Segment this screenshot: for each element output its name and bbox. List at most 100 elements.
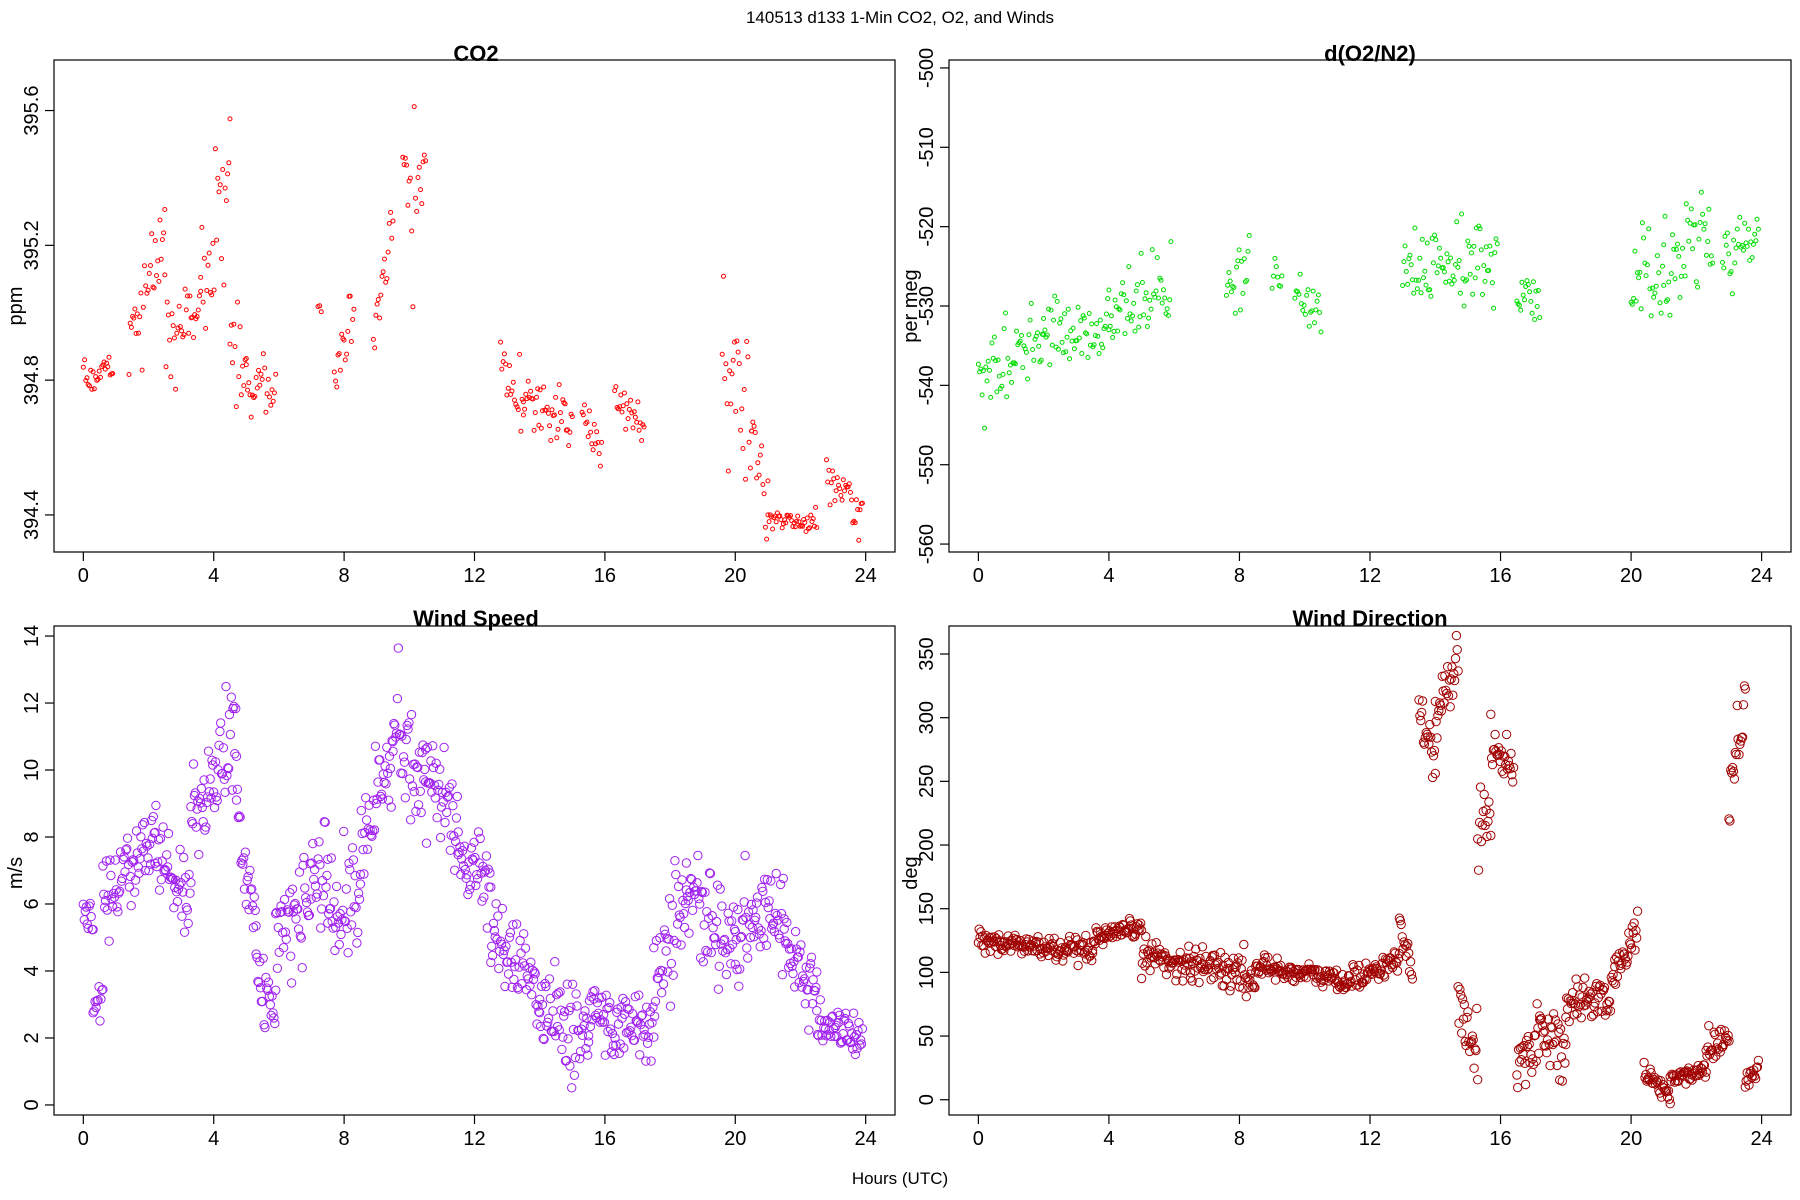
data-point (646, 1056, 656, 1066)
data-point (804, 515, 810, 521)
data-point (227, 785, 237, 795)
data-point (1036, 343, 1042, 349)
data-point (846, 481, 852, 487)
data-point (1051, 955, 1061, 965)
data-point (1490, 729, 1500, 740)
data-point (568, 411, 574, 417)
data-point (97, 985, 107, 995)
data-point (366, 830, 376, 840)
plot-frame (53, 59, 896, 553)
data-point (1486, 709, 1496, 719)
data-point (583, 1037, 594, 1047)
data-point (1250, 983, 1260, 993)
data-point (625, 416, 631, 422)
data-point (510, 379, 516, 385)
data-point (528, 388, 534, 394)
data-point (1167, 297, 1173, 303)
data-point (1686, 238, 1692, 244)
data-point (94, 377, 100, 383)
data-point (271, 985, 281, 995)
data-point (664, 934, 674, 944)
data-point (1171, 976, 1181, 986)
data-point (779, 924, 789, 934)
data-point (726, 959, 736, 969)
data-point (547, 423, 553, 429)
data-point (1117, 307, 1123, 313)
data-point (214, 237, 220, 243)
data-point (1524, 1039, 1534, 1050)
data-point (252, 394, 258, 399)
data-point (1477, 226, 1483, 232)
data-point (704, 868, 715, 878)
data-point (829, 1031, 839, 1042)
data-point (389, 235, 395, 241)
data-point (169, 903, 179, 913)
data-point (318, 309, 324, 315)
data-point (204, 787, 215, 797)
data-point (1158, 277, 1164, 283)
data-point (509, 974, 519, 985)
data-point (1703, 252, 1709, 258)
data-point (666, 958, 677, 969)
data-point (1524, 278, 1530, 284)
data-point (668, 970, 678, 980)
data-point (775, 879, 786, 890)
data-point (150, 284, 156, 290)
data-point (171, 887, 182, 897)
data-point (271, 907, 282, 918)
data-point (553, 394, 559, 400)
data-point (636, 427, 642, 433)
data-point (1096, 351, 1102, 356)
data-point (985, 358, 991, 364)
data-point (290, 898, 300, 909)
data-point (619, 1043, 629, 1053)
data-point (609, 1049, 619, 1060)
data-point (1464, 277, 1470, 283)
data-point (1649, 285, 1655, 291)
data-point (388, 209, 394, 215)
data-point (989, 340, 995, 346)
data-point (1435, 263, 1441, 269)
data-point (1017, 338, 1023, 344)
data-point (528, 974, 539, 985)
data-point (1606, 972, 1617, 983)
data-point (636, 1011, 647, 1021)
data-point (175, 844, 185, 855)
data-point (1116, 306, 1122, 312)
data-point (848, 1008, 859, 1018)
data-point (231, 703, 241, 714)
data-point (406, 709, 417, 720)
data-point (1147, 297, 1153, 303)
data-point (1644, 262, 1650, 268)
data-point (186, 878, 196, 888)
data-point (1131, 300, 1137, 306)
y-axis-label: deg (900, 856, 922, 889)
data-point (1527, 1067, 1537, 1078)
data-point (1180, 965, 1191, 976)
data-point (136, 330, 141, 336)
data-point (401, 734, 411, 745)
data-point (91, 1002, 101, 1013)
data-point (1433, 237, 1439, 243)
data-point (602, 1003, 612, 1014)
data-point (183, 307, 189, 313)
data-point (161, 230, 167, 236)
y-tick-label: 12 (21, 692, 43, 714)
data-point (1133, 288, 1139, 294)
data-point (651, 935, 662, 946)
data-point (1727, 762, 1738, 773)
data-point (98, 374, 103, 380)
data-point (765, 478, 771, 484)
data-point (1354, 960, 1364, 971)
data-point (153, 835, 164, 845)
data-point (241, 383, 247, 389)
data-point (405, 815, 416, 825)
data-point (774, 930, 784, 940)
data-point (618, 993, 628, 1004)
data-point (610, 1033, 620, 1043)
data-point (1372, 964, 1382, 974)
data-point (264, 391, 270, 397)
panel-title: Wind Speed (413, 606, 539, 631)
data-point (466, 843, 477, 853)
